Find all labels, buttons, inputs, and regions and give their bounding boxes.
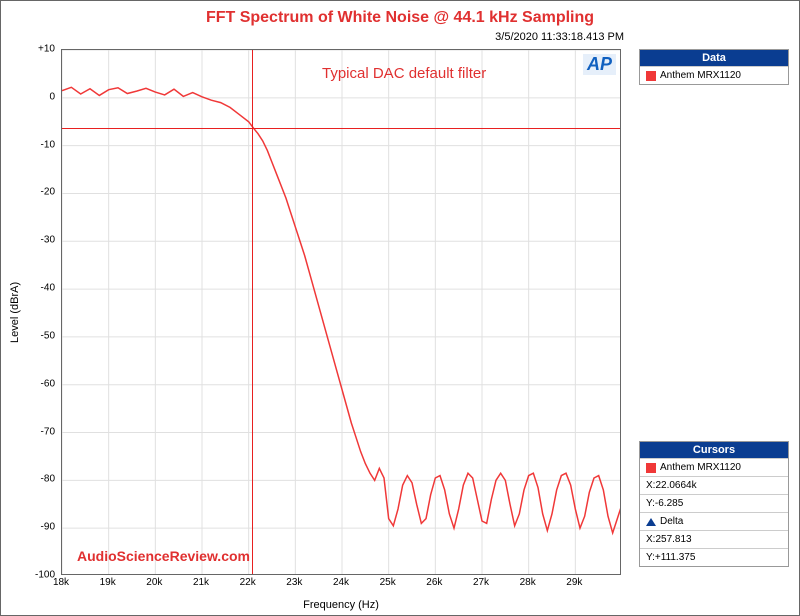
- x-tick: 29k: [566, 577, 582, 588]
- cursor-y-row: Y:-6.285: [640, 494, 788, 512]
- cursor-swatch-icon: [646, 463, 656, 473]
- chart-plot-area: Typical DAC default filter AudioScienceR…: [61, 49, 621, 575]
- legend-data-panel: Data Anthem MRX1120: [639, 49, 789, 85]
- x-tick: 21k: [193, 577, 209, 588]
- legend-series-label: Anthem MRX1120: [660, 70, 741, 81]
- y-axis-label: Level (dBrA): [9, 49, 21, 575]
- x-tick: 23k: [286, 577, 302, 588]
- cursor-delta-y-row: Y:+111.375: [640, 548, 788, 566]
- cursor-delta-x-row: X:257.813: [640, 530, 788, 548]
- filter-annotation: Typical DAC default filter: [322, 65, 486, 82]
- x-tick: 27k: [473, 577, 489, 588]
- watermark-text: AudioScienceReview.com: [77, 548, 250, 564]
- x-tick: 18k: [53, 577, 69, 588]
- x-axis-label: Frequency (Hz): [61, 599, 621, 611]
- chart-title: FFT Spectrum of White Noise @ 44.1 kHz S…: [1, 9, 799, 27]
- cursor-delta-row: Delta: [640, 512, 788, 530]
- x-tick: 26k: [426, 577, 442, 588]
- ap-logo: AP: [583, 54, 616, 75]
- x-tick: 20k: [146, 577, 162, 588]
- cursor-x-row: X:22.0664k: [640, 476, 788, 494]
- legend-data-header: Data: [640, 50, 788, 66]
- delta-icon: [646, 517, 656, 527]
- cursor-series-row: Anthem MRX1120: [640, 458, 788, 476]
- x-tick: 19k: [100, 577, 116, 588]
- cursor-horizontal: [62, 128, 620, 130]
- cursor-series-label: Anthem MRX1120: [660, 462, 741, 473]
- legend-cursors-header: Cursors: [640, 442, 788, 458]
- cursor-delta-label: Delta: [660, 516, 683, 527]
- legend-swatch-icon: [646, 71, 656, 81]
- x-tick: 28k: [520, 577, 536, 588]
- x-tick: 22k: [240, 577, 256, 588]
- x-tick: 24k: [333, 577, 349, 588]
- legend-data-row: Anthem MRX1120: [640, 66, 788, 84]
- x-tick: 25k: [380, 577, 396, 588]
- timestamp: 3/5/2020 11:33:18.413 PM: [495, 31, 624, 43]
- legend-cursors-panel: Cursors Anthem MRX1120 X:22.0664k Y:-6.2…: [639, 441, 789, 567]
